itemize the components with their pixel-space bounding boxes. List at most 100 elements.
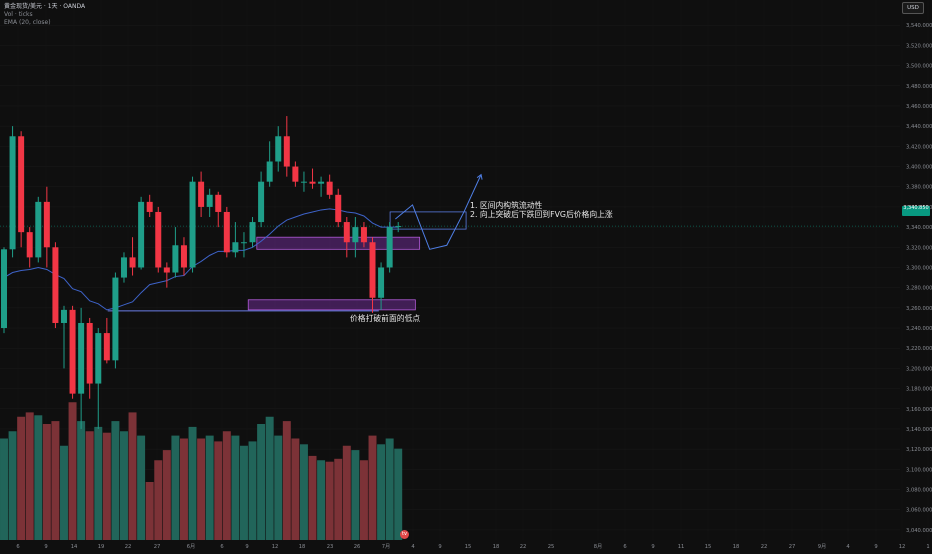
annotation-low-break[interactable]: 价格打破前面的低点 (350, 314, 421, 323)
annotation-line-1[interactable]: 1. 区间内构筑流动性 (470, 201, 543, 210)
volume-bar (368, 435, 377, 540)
x-tick-label: 26 (354, 544, 361, 550)
volume-indicator-label[interactable]: Vol · ticks (4, 11, 33, 18)
x-tick-label: 25 (548, 544, 555, 550)
x-tick-label: 22 (761, 544, 768, 550)
y-tick-label: 3,200.000 (906, 366, 932, 372)
ema-indicator-label[interactable]: EMA (20, close) (4, 19, 51, 26)
chart-legend: 黄金现货/美元 · 1天 · OANDA Vol · ticks EMA (20… (4, 3, 85, 27)
ema-line (3, 208, 399, 311)
volume-bar (231, 435, 240, 540)
candle-body (78, 322, 85, 394)
fvg-zone (256, 236, 421, 250)
volume-bar (248, 441, 257, 540)
candle-body (155, 211, 162, 268)
candle-body (258, 181, 265, 223)
x-tick-label: 7月 (382, 543, 391, 550)
volume-bar (85, 431, 94, 540)
candle-body (206, 194, 213, 207)
candle-body (163, 267, 170, 273)
candle-body (352, 227, 359, 243)
volume-bar (239, 445, 248, 540)
volume-bar (299, 444, 308, 540)
projection-arrowhead (476, 173, 483, 180)
x-tick-label: 6 (623, 544, 626, 550)
candle-body (86, 322, 93, 384)
volume-bar (171, 435, 180, 540)
candle-body (215, 194, 222, 212)
candle-body (369, 242, 376, 298)
y-tick-label: 3,540.000 (906, 23, 932, 29)
volume-bar (68, 402, 77, 540)
volume-bar (102, 432, 111, 540)
candle-body (240, 242, 247, 244)
x-tick-label: 8月 (594, 543, 603, 550)
x-tick-label: 22 (520, 544, 527, 550)
volume-bar (334, 458, 343, 540)
range-box (389, 211, 467, 230)
x-tick-label: 11 (678, 544, 685, 550)
candle-body (180, 245, 187, 268)
candle-body (120, 257, 127, 278)
volume-bar (60, 445, 68, 540)
x-tick-label: 14 (71, 544, 78, 550)
candle-body (35, 201, 42, 258)
y-tick-label: 3,220.000 (906, 346, 932, 352)
candle-body (52, 247, 59, 323)
y-tick-label: 3,500.000 (906, 64, 932, 70)
y-tick-label: 3,260.000 (906, 306, 932, 312)
x-tick-label: 12 (272, 544, 279, 550)
candle-body (300, 181, 307, 183)
y-tick-label: 3,060.000 (906, 508, 932, 514)
y-tick-label: 3,440.000 (906, 124, 932, 130)
volume-bar (257, 424, 266, 540)
candle-body (1, 249, 7, 329)
x-tick-label: 22 (125, 544, 132, 550)
y-tick-label: 3,300.000 (906, 265, 932, 271)
volume-bar (128, 412, 137, 540)
x-tick-label: 9 (874, 544, 877, 550)
candle-body (189, 181, 196, 268)
x-tick-label: 9 (438, 544, 441, 550)
y-tick-label: 3,320.000 (906, 245, 932, 251)
volume-bar (359, 460, 368, 540)
currency-button[interactable]: USD (902, 2, 924, 14)
y-tick-label: 3,520.000 (906, 43, 932, 49)
volume-bar (154, 460, 163, 540)
candle-body (43, 201, 50, 248)
x-tick-label: 9 (44, 544, 47, 550)
candle-body (395, 226, 402, 228)
volume-bar (162, 450, 171, 540)
candle-body (95, 333, 102, 384)
volume-bar (377, 444, 386, 540)
x-tick-label: 18 (733, 544, 740, 550)
candle-body (129, 257, 136, 268)
candle-body (360, 227, 367, 243)
candle-body (309, 181, 316, 184)
volume-bar (0, 438, 8, 540)
volume-bar (137, 435, 146, 540)
volume-bar (25, 412, 34, 540)
x-tick-label: 9 (245, 544, 248, 550)
candle-body (60, 309, 67, 323)
candle-body (335, 194, 342, 223)
prior-low-zone (247, 299, 416, 311)
y-tick-label: 3,280.000 (906, 286, 932, 292)
candle-body (198, 181, 205, 207)
symbol-title[interactable]: 黄金现货/美元 · 1天 · OANDA (4, 3, 86, 10)
volume-bar (145, 482, 154, 540)
volume-bar (342, 445, 351, 540)
volume-bar (214, 441, 223, 540)
candle-body (18, 136, 25, 233)
annotation-line-2[interactable]: 2. 向上突破后下跌回到FVG后价格向上涨 (470, 210, 613, 219)
candle-body (378, 267, 385, 298)
candle-body (249, 222, 256, 243)
y-tick-label: 3,460.000 (906, 104, 932, 110)
volume-bar (317, 460, 326, 540)
candle-body (112, 277, 119, 361)
volume-bar (34, 415, 43, 540)
volume-bar (325, 461, 334, 540)
volume-bar (17, 416, 26, 540)
